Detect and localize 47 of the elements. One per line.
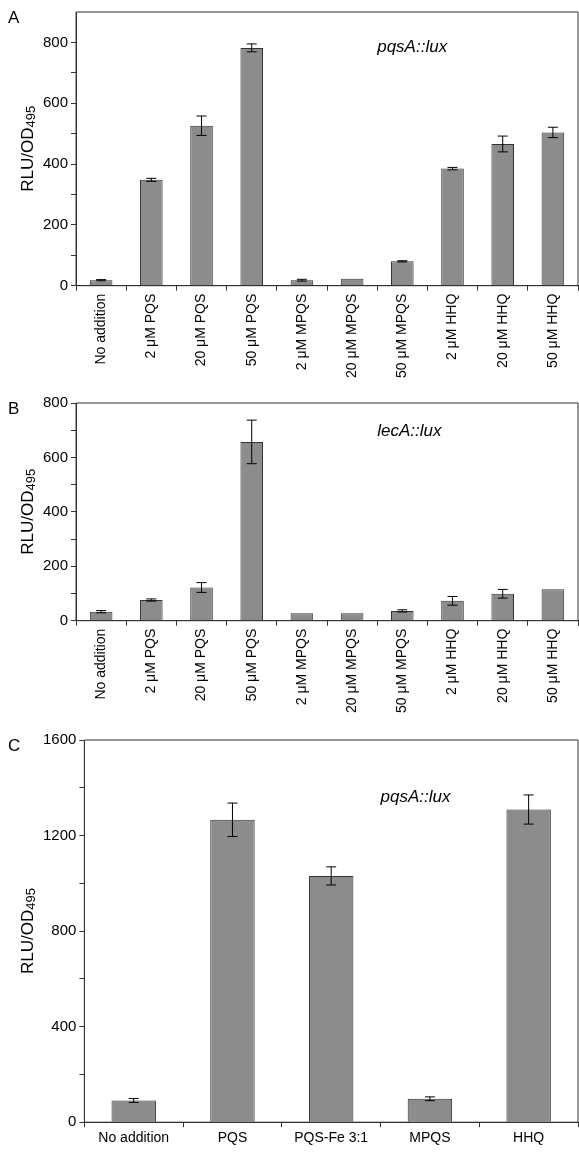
chart-title: A <box>8 7 20 27</box>
annotation: lecA::lux <box>377 421 442 441</box>
x-tick-label: No addition <box>91 628 108 700</box>
y-tick-label: 0 <box>68 1112 77 1130</box>
x-tick-label: 50 μM HHQ <box>543 293 560 368</box>
y-tick-label: 200 <box>43 215 69 233</box>
x-tick-label: MPQS <box>409 1129 451 1146</box>
x-tick-label: HHQ <box>513 1129 545 1146</box>
x-tick-label: 2 μM HHQ <box>443 628 460 696</box>
x-tick-label: 50 μM MPQS <box>393 628 410 713</box>
y-tick-label: 400 <box>43 154 69 172</box>
x-tick-label: PQS-Fe 3:1 <box>294 1129 369 1146</box>
x-tick-label: 20 μM HHQ <box>493 293 510 368</box>
y-tick-label: 400 <box>43 501 69 519</box>
y-tick-label: 800 <box>51 921 77 939</box>
x-tick-label: 50 μM MPQS <box>393 293 410 378</box>
chart-title: C <box>8 735 21 755</box>
annotation: pqsA::lux <box>379 787 451 807</box>
x-tick-label: 20 μM MPQS <box>342 628 359 713</box>
x-tick-label: 2 μM MPQS <box>292 628 309 706</box>
y-tick-label: 600 <box>43 93 69 111</box>
y-tick-label: 1600 <box>42 730 77 748</box>
y-tick-label: 200 <box>43 556 69 574</box>
x-tick-label: 2 μM MPQS <box>292 293 309 371</box>
y-tick-label: 400 <box>51 1016 77 1034</box>
x-tick-label: 20 μM PQS <box>192 293 209 367</box>
chart-title: B <box>8 398 20 418</box>
x-tick-label: No addition <box>91 293 108 365</box>
x-tick-label: PQS <box>217 1129 248 1146</box>
y-tick-label: 0 <box>59 610 69 628</box>
x-tick-label: 20 μM HHQ <box>493 628 510 703</box>
x-tick-label: 50 μM HHQ <box>543 628 560 703</box>
x-tick-label: 50 μM PQS <box>242 628 259 702</box>
y-tick-label: 800 <box>43 32 69 50</box>
x-tick-label: No addition <box>98 1129 170 1146</box>
x-tick-label: 2 μM HHQ <box>443 293 460 361</box>
y-axis-title: RLU/OD495 <box>17 888 38 975</box>
x-tick-label: 50 μM PQS <box>242 293 259 367</box>
x-tick-label: 20 μM MPQS <box>342 293 359 378</box>
x-tick-label: 20 μM PQS <box>192 628 209 702</box>
x-tick-label: 2 μM PQS <box>142 293 159 359</box>
y-tick-label: 1200 <box>42 825 77 843</box>
x-tick-label: 2 μM PQS <box>142 628 159 694</box>
y-tick-label: 600 <box>43 447 69 465</box>
annotation: pqsA::lux <box>376 37 448 57</box>
y-tick-label: 0 <box>59 275 69 293</box>
y-tick-label: 800 <box>43 393 69 411</box>
